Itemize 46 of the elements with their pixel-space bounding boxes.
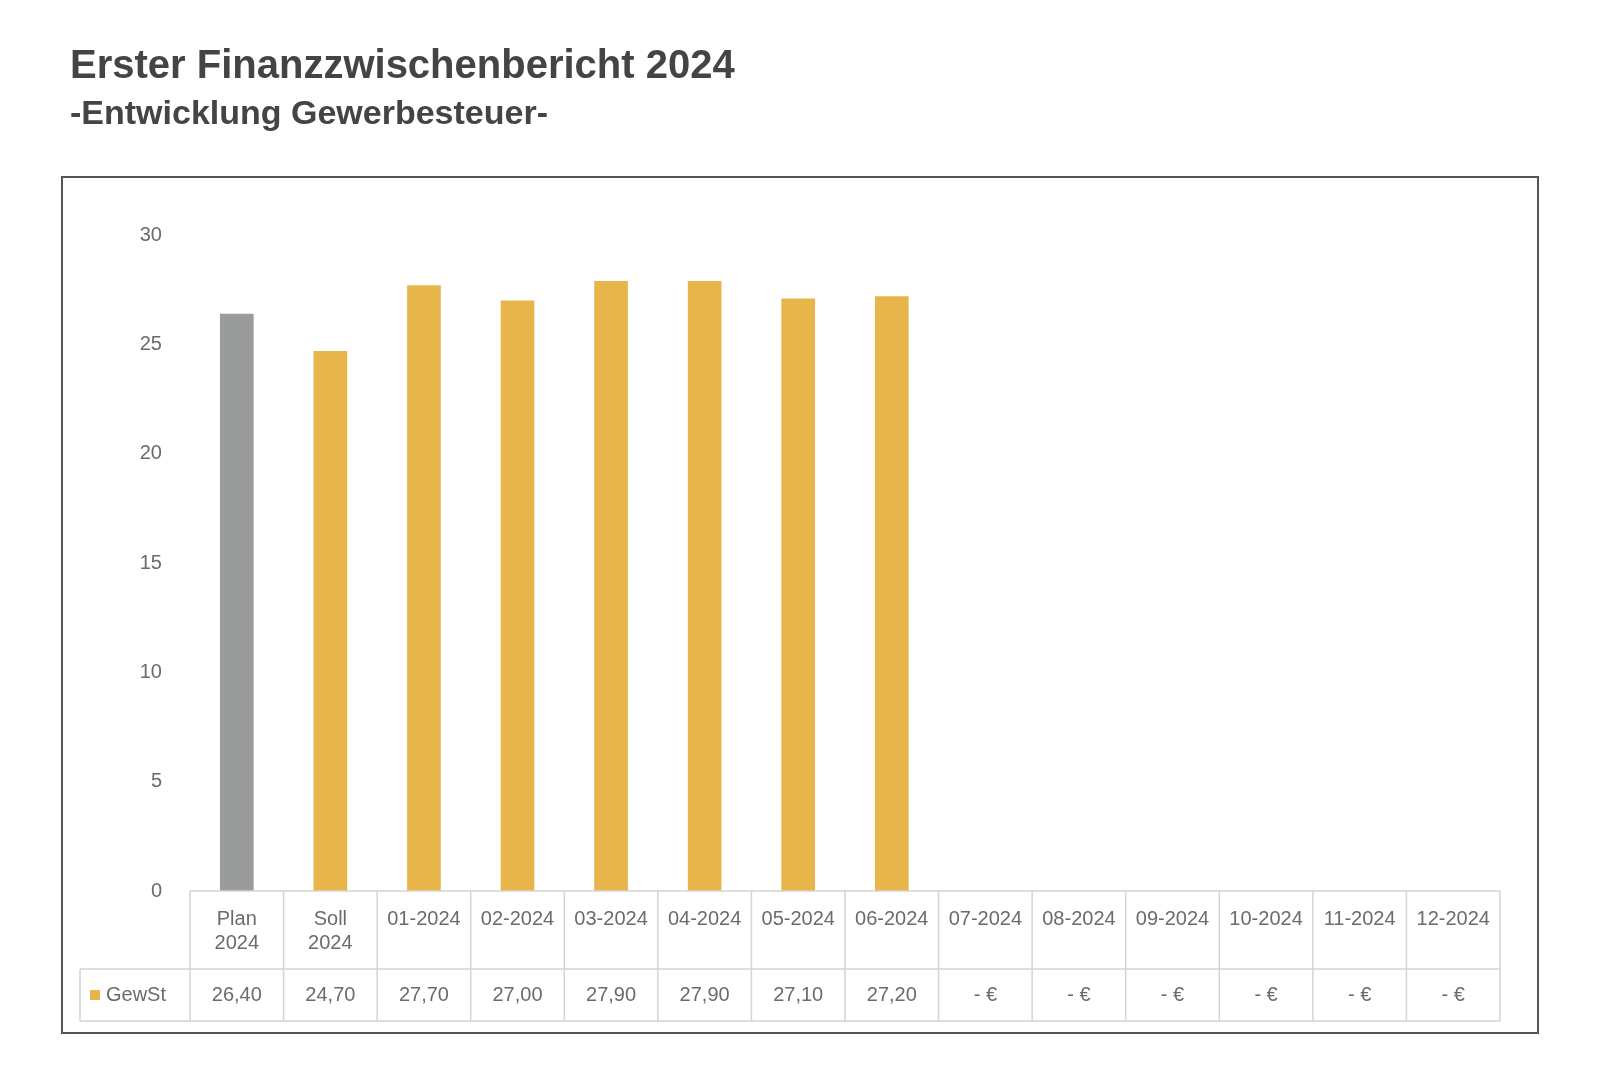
- text: - €: [1347, 982, 1372, 1005]
- y-tick-label: 25: [139, 331, 162, 354]
- x-tick-label: 06-2024: [855, 906, 929, 929]
- x-tick-label: 09-2024: [1135, 906, 1210, 929]
- data-label: 24,70: [305, 982, 356, 1005]
- chart-subtitle: -Entwicklung Gewerbesteuer-: [70, 92, 549, 133]
- data-label: 27,90: [679, 982, 730, 1005]
- x-tick-label: 03-2024: [574, 906, 648, 929]
- y-tick-label: 5: [150, 769, 162, 792]
- bar: [219, 313, 254, 891]
- y-tick-label: 30: [139, 222, 162, 245]
- bar: [500, 300, 535, 891]
- x-tick-label: Plan 2024: [214, 906, 260, 953]
- x-tick-label: 11-2024: [1323, 906, 1396, 929]
- x-tick-label: 12-2024: [1416, 906, 1490, 929]
- bar: [594, 280, 628, 891]
- data-label: 27,10: [773, 982, 824, 1005]
- bar: [874, 296, 909, 891]
- text: - €: [1067, 982, 1091, 1005]
- data-label: 26,40: [211, 982, 262, 1005]
- data-label: 27,70: [398, 982, 449, 1005]
- text: - €: [1254, 982, 1278, 1005]
- x-tick-label: 04-2024: [667, 906, 742, 929]
- text: - €: [1160, 982, 1185, 1005]
- text: - €: [1441, 982, 1465, 1005]
- bar: [781, 298, 816, 891]
- bar: [313, 350, 348, 891]
- data-label: 27,90: [586, 982, 637, 1005]
- x-tick-label: Soll 2024: [308, 906, 353, 953]
- data-label: 27,00: [492, 982, 543, 1005]
- text: - €: [973, 982, 998, 1005]
- x-tick-label: 08-2024: [1042, 906, 1116, 929]
- y-tick-label: 15: [139, 550, 162, 573]
- y-tick-label: 0: [150, 878, 162, 901]
- legend-label: GewSt: [106, 982, 167, 1005]
- x-tick-label: 01-2024: [387, 906, 461, 929]
- x-tick-label: 05-2024: [761, 906, 835, 929]
- data-label: 27,20: [866, 982, 917, 1005]
- y-tick-label: 20: [139, 441, 162, 464]
- y-tick-label: 10: [139, 659, 162, 682]
- x-tick-label: 07-2024: [948, 906, 1023, 929]
- chart-title: Erster Finanzzwischenbericht 2024: [70, 41, 735, 88]
- bar: [407, 285, 441, 891]
- x-tick-label: 02-2024: [480, 906, 555, 929]
- x-tick-label: 10-2024: [1229, 906, 1303, 929]
- bar: [687, 280, 722, 891]
